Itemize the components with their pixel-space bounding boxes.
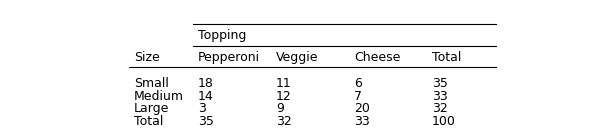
Text: Veggie: Veggie: [276, 51, 318, 64]
Text: 6: 6: [354, 77, 362, 90]
Text: 9: 9: [276, 102, 284, 115]
Text: Medium: Medium: [134, 90, 184, 103]
Text: 35: 35: [198, 115, 214, 128]
Text: 33: 33: [432, 90, 448, 103]
Text: Pepperoni: Pepperoni: [198, 51, 260, 64]
Text: 32: 32: [432, 102, 448, 115]
Text: Small: Small: [134, 77, 169, 90]
Text: 14: 14: [198, 90, 214, 103]
Text: 35: 35: [432, 77, 448, 90]
Text: Cheese: Cheese: [354, 51, 400, 64]
Text: 100: 100: [432, 115, 456, 128]
Text: Size: Size: [134, 51, 159, 64]
Text: 18: 18: [198, 77, 214, 90]
Text: 33: 33: [354, 115, 369, 128]
Text: 32: 32: [276, 115, 292, 128]
Text: Total: Total: [134, 115, 163, 128]
Text: 3: 3: [198, 102, 206, 115]
Text: 7: 7: [354, 90, 362, 103]
Text: Total: Total: [432, 51, 461, 64]
Text: 20: 20: [354, 102, 370, 115]
Text: 11: 11: [276, 77, 292, 90]
Text: Large: Large: [134, 102, 169, 115]
Text: Topping: Topping: [198, 29, 246, 42]
Text: 12: 12: [276, 90, 292, 103]
